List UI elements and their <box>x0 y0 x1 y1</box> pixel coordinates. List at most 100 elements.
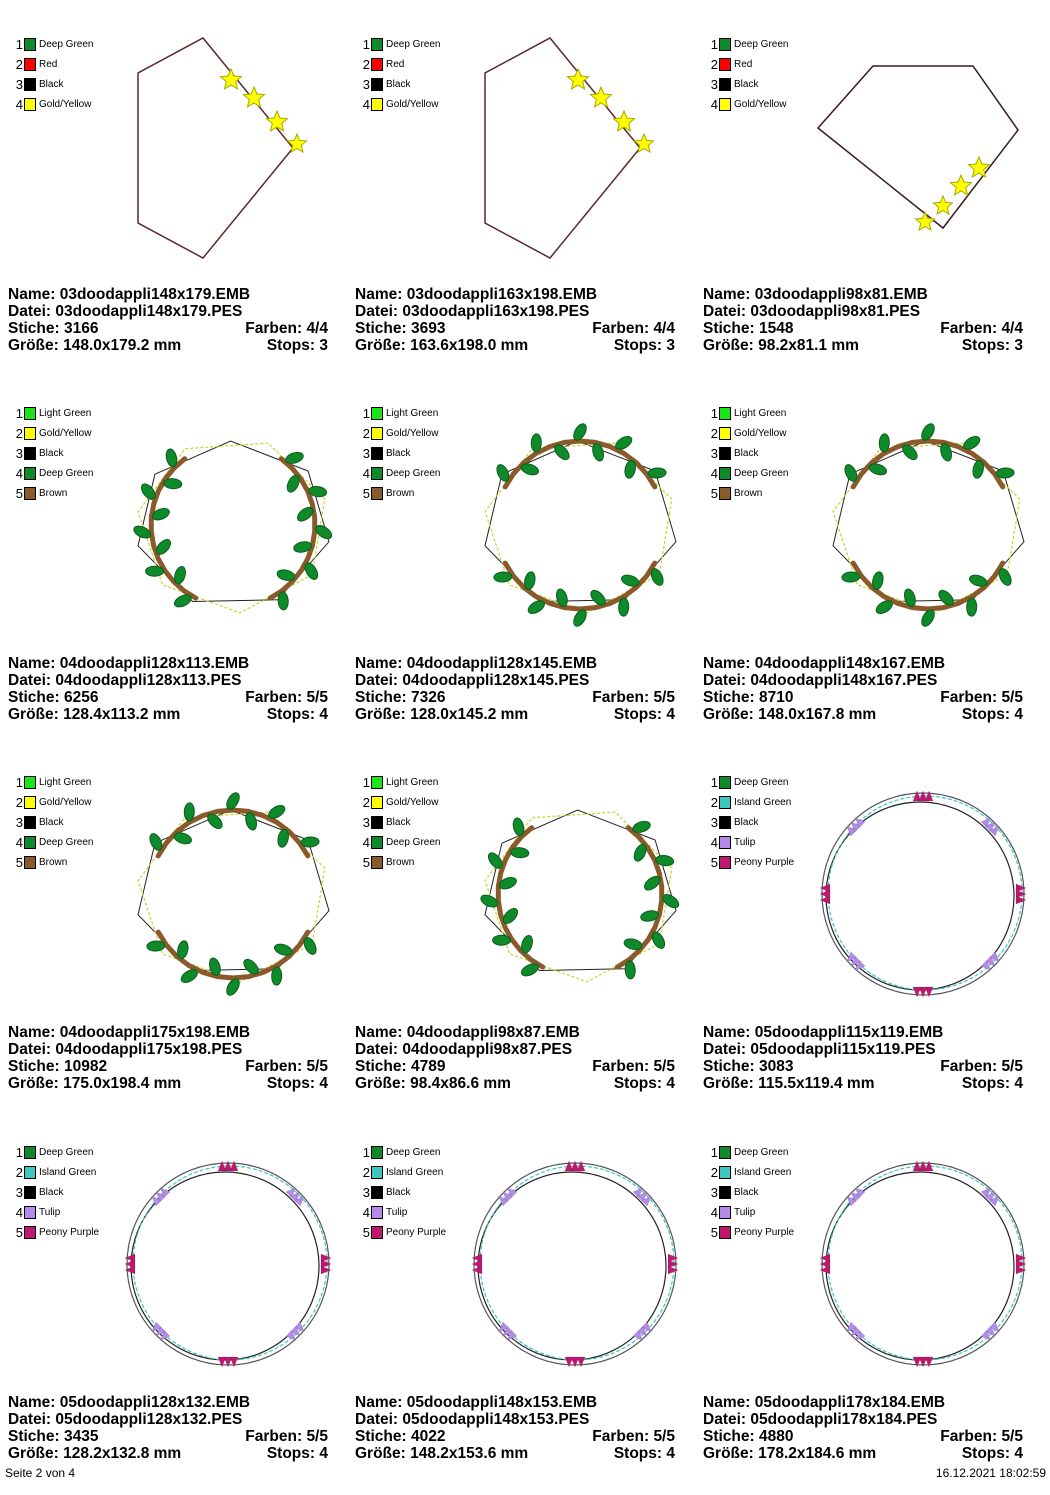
thread-name: Gold/Yellow <box>734 427 787 439</box>
info-row: Stiche: 3693 Farben: 4/4 <box>355 320 675 337</box>
embroidery-preview <box>819 1160 1027 1368</box>
thread-number: 1 <box>15 405 23 421</box>
info-row: Name: 03doodappli98x81.EMB <box>703 286 1023 303</box>
thread-name: Island Green <box>734 1166 792 1178</box>
thread-name: Brown <box>39 856 68 868</box>
info-row: Datei: 05doodappli115x119.PES <box>703 1041 1023 1058</box>
design-info: Name: 05doodappli128x132.EMB Datei: 05doo… <box>8 1394 328 1462</box>
leaf-branch <box>614 820 680 980</box>
info-right: Stops: 3 <box>962 337 1023 354</box>
thread-number: 1 <box>710 405 718 421</box>
farben-value: 5/5 <box>306 689 328 706</box>
thread-row: 2 Gold/Yellow <box>361 423 440 443</box>
thread-name: Tulip <box>734 836 756 848</box>
info-left: Name: 03doodappli148x179.EMB <box>8 286 250 303</box>
info-left: Stiche: 3083 <box>703 1058 793 1075</box>
datei-value: 04doodappli128x145.PES <box>402 672 590 689</box>
thread-name: Black <box>734 1186 759 1198</box>
thread-number: 1 <box>362 774 370 790</box>
arrow-motif <box>980 1187 1000 1207</box>
info-right: Stops: 4 <box>614 706 675 723</box>
thread-row: 2 Red <box>709 54 788 74</box>
datei-value: 04doodappli128x113.PES <box>55 672 242 689</box>
thread-number: 1 <box>15 774 23 790</box>
thread-number: 5 <box>710 1224 718 1240</box>
thread-number: 1 <box>362 36 370 52</box>
groesse-label: Größe: <box>355 706 406 723</box>
design-card: 1 Light Green 2 Gold/Yellow 3 Black 4 Deep Gree… <box>8 387 348 756</box>
datei-value: 03doodappli98x81.PES <box>750 303 921 320</box>
info-left: Größe: 115.5x119.4 mm <box>703 1075 874 1092</box>
info-left: Größe: 148.0x179.2 mm <box>8 337 181 354</box>
name-value: 03doodappli98x81.EMB <box>754 286 928 303</box>
info-row: Stiche: 1548 Farben: 4/4 <box>703 320 1023 337</box>
thread-row: 5 Brown <box>709 483 788 503</box>
thread-name: Deep Green <box>39 1146 94 1158</box>
thread-name: Tulip <box>734 1206 756 1218</box>
arrow-motif <box>912 790 934 802</box>
thread-swatch <box>371 1225 383 1239</box>
thread-name: Gold/Yellow <box>734 98 787 110</box>
stops-label: Stops: <box>961 1075 1011 1092</box>
thread-swatch <box>719 1205 731 1219</box>
stiche-value: 1548 <box>759 320 794 337</box>
thread-row: 5 Peony Purple <box>709 852 794 872</box>
thread-name: Peony Purple <box>734 856 795 868</box>
thread-number: 2 <box>710 56 718 72</box>
info-right: Farben: 4/4 <box>592 320 675 337</box>
arrow-motif <box>846 1187 866 1207</box>
placement-line <box>484 811 673 983</box>
stiche-label: Stiche: <box>355 1428 407 1445</box>
arrow-motif <box>912 986 934 998</box>
name-label: Name: <box>8 1024 56 1041</box>
info-right: Farben: 5/5 <box>592 1428 675 1445</box>
datei-label: Datei: <box>355 1411 399 1428</box>
info-row: Stiche: 4789 Farben: 5/5 <box>355 1058 675 1075</box>
arrow-motif <box>980 951 1000 971</box>
info-row: Größe: 163.6x198.0 mm Stops: 3 <box>355 337 675 354</box>
thread-number: 2 <box>710 1164 718 1180</box>
name-value: 05doodappli178x184.EMB <box>754 1394 946 1411</box>
thread-swatch <box>719 97 731 111</box>
info-left: Stiche: 6256 <box>8 689 98 706</box>
info-row: Größe: 178.2x184.6 mm Stops: 4 <box>703 1445 1023 1462</box>
info-row: Größe: 128.0x145.2 mm Stops: 4 <box>355 706 675 723</box>
arrow-motif <box>912 1356 934 1368</box>
info-right: Stops: 4 <box>267 706 328 723</box>
design-card: 1 Deep Green 2 Red 3 Black 4 Gold/Yellow Name: 0… <box>355 18 695 387</box>
farben-value: 5/5 <box>653 689 675 706</box>
stiche-label: Stiche: <box>703 320 755 337</box>
thread-swatch <box>371 1165 383 1179</box>
info-row: Name: 05doodappli178x184.EMB <box>703 1394 1023 1411</box>
groesse-label: Größe: <box>8 337 59 354</box>
thread-name: Light Green <box>386 776 439 788</box>
design-card: 1 Light Green 2 Gold/Yellow 3 Black 4 Deep Gree… <box>355 387 695 756</box>
thread-name: Brown <box>386 856 415 868</box>
thread-swatch <box>719 57 731 71</box>
groesse-value: 115.5x119.4 mm <box>758 1075 875 1092</box>
thread-row: 4 Deep Green <box>361 832 441 852</box>
arrow-motif <box>151 1187 171 1207</box>
info-right: Farben: 5/5 <box>940 689 1023 706</box>
datei-label: Datei: <box>703 303 747 320</box>
thread-number: 4 <box>710 834 718 850</box>
thread-number: 3 <box>362 76 370 92</box>
info-row: Datei: 04doodappli175x198.PES <box>8 1041 328 1058</box>
thread-name: Deep Green <box>39 467 94 479</box>
thread-swatch <box>24 57 36 71</box>
info-row: Stiche: 3435 Farben: 5/5 <box>8 1428 328 1445</box>
thread-name: Deep Green <box>734 38 789 50</box>
thread-number: 1 <box>710 1144 718 1160</box>
stops-value: 3 <box>319 337 328 354</box>
thread-row: 5 Brown <box>361 852 440 872</box>
stops-label: Stops: <box>961 706 1011 723</box>
farben-value: 4/4 <box>306 320 328 337</box>
groesse-label: Größe: <box>703 337 754 354</box>
thread-name: Brown <box>734 487 763 499</box>
thread-name: Peony Purple <box>39 1226 100 1238</box>
stops-label: Stops: <box>961 1445 1011 1462</box>
thread-swatch <box>719 77 731 91</box>
farben-value: 5/5 <box>306 1428 328 1445</box>
arrow-motif <box>564 1160 586 1172</box>
thread-name: Light Green <box>39 776 92 788</box>
